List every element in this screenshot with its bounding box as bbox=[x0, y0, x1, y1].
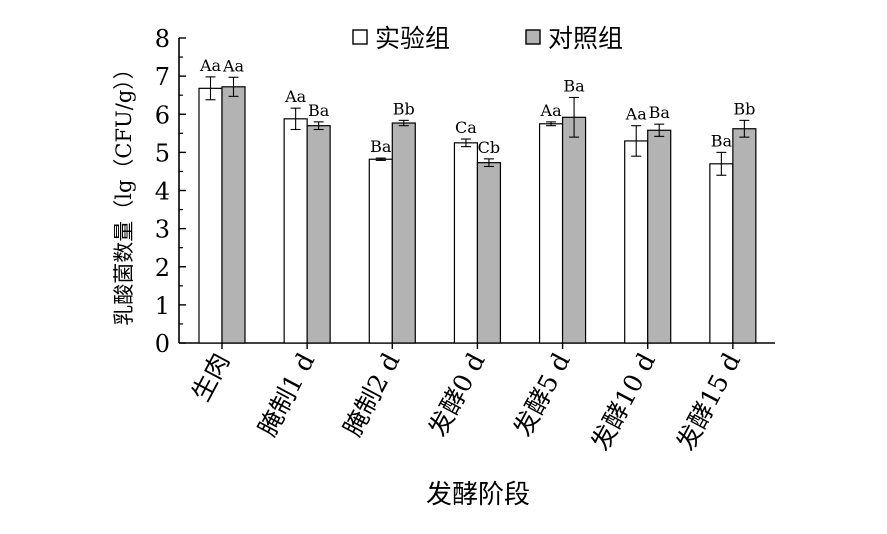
x-axis-label: 发酵阶段 bbox=[426, 480, 530, 510]
bar-control-0 bbox=[221, 86, 246, 344]
y-tick-label-1: 1 bbox=[155, 292, 170, 320]
significance-label-0-2: Ba bbox=[370, 137, 392, 156]
legend-swatch-series-1 bbox=[352, 29, 368, 45]
bar-control-2 bbox=[391, 122, 416, 344]
bar-experimental-2 bbox=[368, 158, 393, 344]
bar-experimental-3 bbox=[453, 142, 479, 344]
bar-control-1 bbox=[306, 125, 331, 344]
x-tick-label-5: 发酵10 d bbox=[586, 348, 661, 455]
significance-label-1-0: Aa bbox=[222, 56, 245, 75]
significance-label-1-2: Bb bbox=[393, 99, 415, 118]
significance-label-1-4: Ba bbox=[563, 76, 585, 95]
y-tick-label-2: 2 bbox=[155, 254, 170, 282]
significance-label-1-1: Ba bbox=[308, 101, 330, 120]
significance-label-0-6: Ba bbox=[711, 131, 733, 150]
bar-control-4 bbox=[561, 116, 587, 344]
x-tick-label-1: 腌制1 d bbox=[253, 348, 321, 441]
legend-label-series-2: 对照组 bbox=[548, 24, 623, 53]
y-tick-label-3: 3 bbox=[155, 216, 170, 244]
y-tick-label-4: 4 bbox=[155, 178, 170, 206]
bar-control-3 bbox=[476, 162, 502, 344]
x-tick-label-2: 腌制2 d bbox=[338, 348, 406, 441]
y-tick-label-6: 6 bbox=[155, 101, 170, 129]
x-tick-label-0: 生肉 bbox=[186, 348, 235, 406]
y-tick-label-0: 0 bbox=[155, 330, 170, 358]
significance-label-0-1: Aa bbox=[284, 87, 307, 106]
significance-label-1-3: Cb bbox=[478, 138, 500, 157]
x-tick-label-6: 发酵15 d bbox=[671, 348, 746, 455]
significance-label-1-5: Ba bbox=[649, 103, 671, 122]
significance-label-0-0: Aa bbox=[199, 56, 222, 75]
y-axis-label: 乳酸菌数量（lg（CFU/g）） bbox=[112, 58, 136, 326]
x-tick-label-3: 发酵0 d bbox=[423, 348, 491, 441]
significance-label-0-5: Aa bbox=[625, 105, 648, 124]
y-tick-label-5: 5 bbox=[155, 139, 170, 167]
significance-label-1-6: Bb bbox=[733, 99, 755, 118]
bar-control-5 bbox=[647, 129, 672, 344]
legend-swatch-series-2 bbox=[525, 29, 541, 45]
bar-experimental-1 bbox=[283, 118, 308, 344]
y-tick-label-8: 8 bbox=[155, 25, 170, 53]
significance-label-0-3: Ca bbox=[455, 118, 477, 137]
bar-experimental-0 bbox=[198, 87, 223, 344]
bar-control-6 bbox=[732, 128, 757, 344]
bar-experimental-6 bbox=[709, 163, 734, 344]
bar-experimental-5 bbox=[624, 140, 649, 344]
legend: 实验组 对照组 bbox=[352, 24, 623, 53]
bar-experimental-4 bbox=[538, 123, 564, 344]
y-tick-label-7: 7 bbox=[155, 63, 170, 91]
x-tick-label-4: 发酵5 d bbox=[508, 348, 576, 441]
significance-label-0-4: Aa bbox=[540, 101, 563, 120]
legend-label-series-1: 实验组 bbox=[375, 24, 450, 53]
